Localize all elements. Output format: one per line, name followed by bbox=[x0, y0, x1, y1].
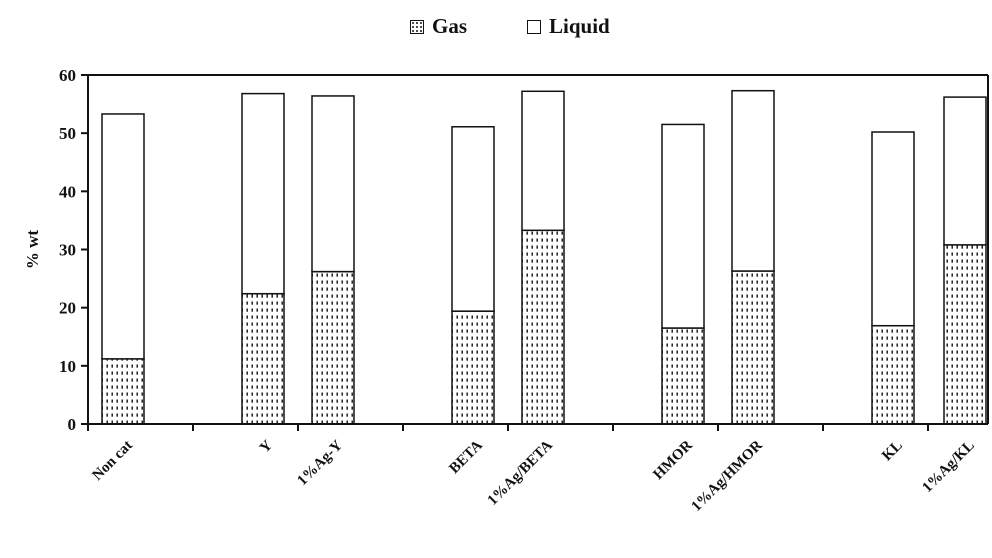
bar-gas-0 bbox=[101, 358, 145, 425]
y-tick-label-5: 50 bbox=[59, 124, 76, 143]
bar-liquid-7 bbox=[871, 131, 915, 327]
y-tick-label-4: 40 bbox=[59, 182, 76, 201]
bar-liquid-4 bbox=[521, 90, 565, 232]
bar-gas-1 bbox=[241, 292, 285, 425]
bar-liquid-3 bbox=[451, 126, 495, 312]
bar-gas-8 bbox=[943, 244, 987, 425]
bars-group bbox=[101, 89, 987, 425]
bar-liquid-2 bbox=[311, 95, 355, 273]
x-tick-label-3: BETA bbox=[446, 437, 486, 477]
bar-gas-5 bbox=[661, 327, 705, 425]
bar-liquid-5 bbox=[661, 123, 705, 329]
bar-gas-7 bbox=[871, 324, 915, 425]
legend-item-liquid: Liquid bbox=[527, 14, 610, 39]
bar-liquid-0 bbox=[101, 113, 145, 360]
x-tick-label-4: 1%Ag/BETA bbox=[485, 437, 556, 508]
x-tick-label-5: HMOR bbox=[650, 437, 696, 483]
y-tick-label-2: 20 bbox=[59, 299, 76, 318]
x-tick-label-1: Y bbox=[257, 437, 276, 456]
x-tick-label-7: KL bbox=[879, 438, 906, 465]
y-tick-label-1: 10 bbox=[59, 357, 76, 376]
legend-item-gas: Gas bbox=[410, 14, 467, 39]
x-tick-label-0: Non cat bbox=[89, 438, 135, 484]
y-axis-label: % wt bbox=[23, 230, 42, 270]
x-tick-label-8: 1%Ag/KL bbox=[919, 438, 977, 496]
bar-gas-3 bbox=[451, 310, 495, 425]
bar-gas-4 bbox=[521, 229, 565, 425]
bar-liquid-1 bbox=[241, 92, 285, 295]
legend-label-liquid: Liquid bbox=[549, 14, 610, 38]
bar-liquid-8 bbox=[943, 96, 987, 246]
legend-label-gas: Gas bbox=[432, 14, 468, 38]
x-tick-label-6: 1%Ag/HMOR bbox=[689, 437, 766, 514]
y-tick-label-3: 30 bbox=[59, 241, 76, 260]
y-tick-label-0: 0 bbox=[68, 415, 77, 434]
gas-swatch-icon bbox=[410, 19, 424, 34]
bar-gas-6 bbox=[731, 270, 775, 425]
legend: Gas Liquid bbox=[410, 14, 610, 39]
bar-liquid-6 bbox=[731, 89, 775, 272]
liquid-swatch-icon bbox=[527, 19, 542, 34]
y-tick-label-6: 60 bbox=[59, 66, 76, 85]
x-tick-label-2: 1%Ag-Y bbox=[294, 437, 345, 488]
bar-gas-2 bbox=[311, 270, 355, 425]
